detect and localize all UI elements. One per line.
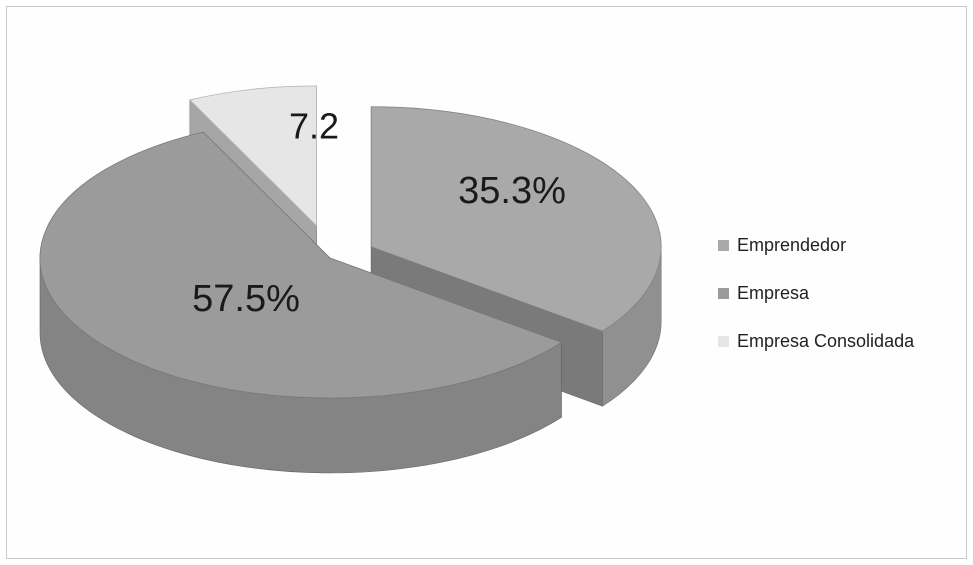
legend-item-emprendedor: Emprendedor: [718, 232, 914, 259]
legend-label-empresa-consolidada: Empresa Consolidada: [737, 331, 915, 351]
legend-swatch-empresa-consolidada: [718, 336, 729, 347]
legend-label-empresa: Empresa: [737, 283, 810, 303]
data-label-empresa: 57.5%: [192, 278, 300, 320]
legend-swatch-emprendedor: [718, 240, 729, 251]
pie-slice-empresa: [39, 131, 563, 474]
legend-item-empresa-consolidada: Empresa Consolidada: [718, 328, 914, 355]
data-label-empresa-consolidada: 7.2: [289, 106, 339, 147]
legend: Emprendedor Empresa Empresa Consolidada: [718, 232, 914, 376]
legend-swatch-empresa: [718, 288, 729, 299]
data-label-emprendedor: 35.3%: [458, 170, 566, 212]
legend-label-emprendedor: Emprendedor: [737, 235, 847, 255]
legend-item-empresa: Empresa: [718, 280, 914, 307]
